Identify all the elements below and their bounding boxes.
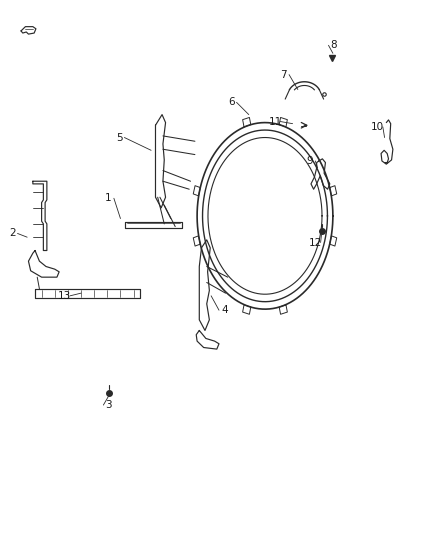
Text: 2: 2 [9, 229, 16, 238]
Text: 7: 7 [280, 70, 287, 79]
Text: 12: 12 [309, 238, 322, 247]
Text: 10: 10 [371, 122, 384, 132]
Text: 5: 5 [116, 133, 123, 142]
Text: 6: 6 [228, 98, 235, 107]
Text: 3: 3 [105, 400, 112, 410]
Text: 9: 9 [307, 156, 314, 166]
Text: 11: 11 [268, 117, 282, 126]
Text: 8: 8 [330, 41, 337, 50]
Text: 4: 4 [221, 305, 228, 315]
Text: 13: 13 [58, 291, 71, 301]
Text: 1: 1 [105, 193, 112, 203]
